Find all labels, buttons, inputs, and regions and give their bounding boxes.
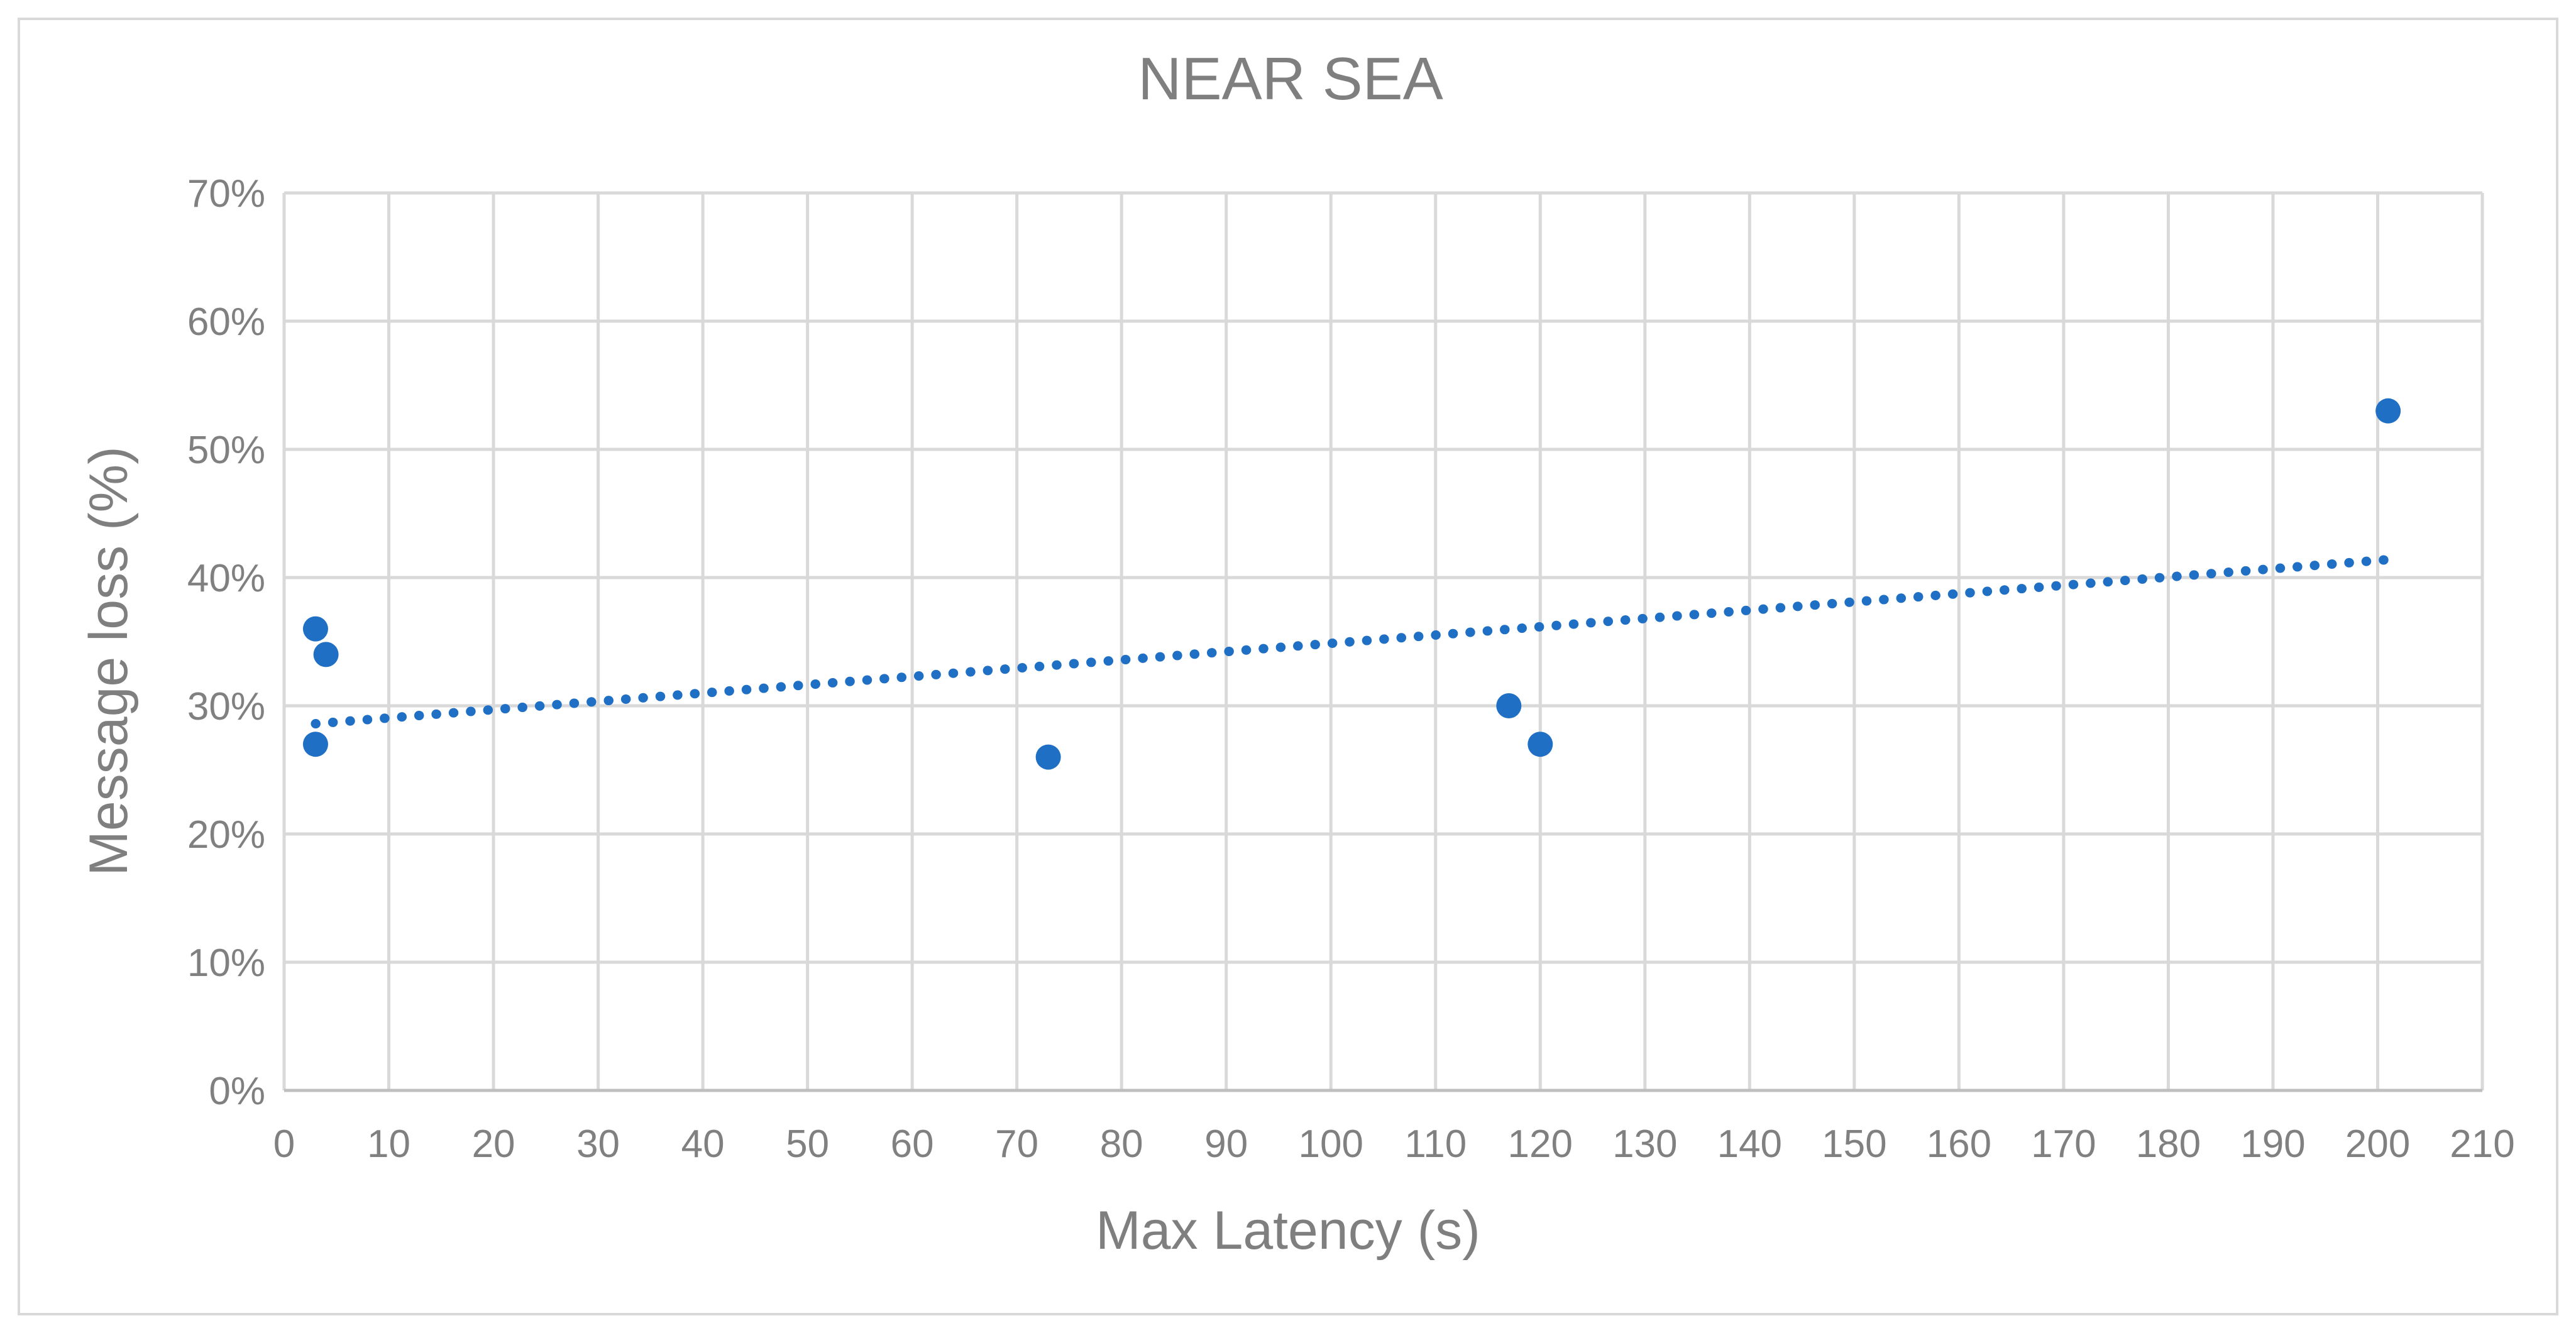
y-tick-label: 30% xyxy=(187,685,265,728)
x-tick-label: 90 xyxy=(1204,1122,1248,1166)
scatter-chart: NEAR SEA 0% 10% 20% 30% 40% 50% 60% 70% 0 10 20 30… xyxy=(79,45,2515,1261)
x-tick-label: 180 xyxy=(2136,1122,2201,1166)
x-tick-label: 190 xyxy=(2240,1122,2305,1166)
y-tick-label: 40% xyxy=(187,557,265,600)
x-tick-label: 0 xyxy=(273,1122,295,1166)
y-tick-label: 60% xyxy=(187,300,265,344)
x-tick-label: 110 xyxy=(1404,1122,1467,1166)
x-tick-label: 80 xyxy=(1100,1122,1143,1166)
x-tick-label: 10 xyxy=(367,1122,410,1166)
x-tick-label: 170 xyxy=(2031,1122,2096,1166)
chart-title: NEAR SEA xyxy=(1138,45,1443,112)
data-point xyxy=(2375,398,2401,424)
trendline-line xyxy=(311,554,2393,729)
chart-frame: NEAR SEA 0% 10% 20% 30% 40% 50% 60% 70% 0 10 20 30… xyxy=(18,18,2558,1315)
x-tick-label: 70 xyxy=(995,1122,1038,1166)
x-tick-label: 40 xyxy=(681,1122,725,1166)
data-point xyxy=(313,642,339,667)
x-tick-label: 120 xyxy=(1508,1122,1573,1166)
data-point xyxy=(1496,693,1522,718)
y-tick-label: 20% xyxy=(187,813,265,857)
x-tick-label: 60 xyxy=(891,1122,934,1166)
x-tick-label: 100 xyxy=(1299,1122,1363,1166)
x-tick-label: 130 xyxy=(1612,1122,1677,1166)
x-tick-label: 150 xyxy=(1822,1122,1886,1166)
y-tick-label: 50% xyxy=(187,429,265,472)
x-tick-label: 30 xyxy=(576,1122,620,1166)
y-tick-label: 0% xyxy=(209,1070,265,1113)
y-tick-label: 70% xyxy=(187,172,265,216)
data-point xyxy=(302,732,328,757)
data-point xyxy=(1527,732,1553,757)
x-tick-label: 20 xyxy=(472,1122,515,1166)
y-axis-title: Message loss (%) xyxy=(79,446,139,875)
x-tick-label: 200 xyxy=(2345,1122,2410,1166)
data-points xyxy=(302,398,2401,770)
x-axis-title: Max Latency (s) xyxy=(1096,1200,1480,1261)
data-point xyxy=(302,616,328,642)
trendline xyxy=(311,554,2393,729)
x-tick-labels: 0 10 20 30 40 50 60 70 80 90 100 110 120 130 140 150 160… xyxy=(273,1122,2515,1166)
x-tick-label: 50 xyxy=(786,1122,829,1166)
x-tick-label: 160 xyxy=(1927,1122,1991,1166)
x-tick-label: 210 xyxy=(2450,1122,2514,1166)
x-tick-label: 140 xyxy=(1717,1122,1782,1166)
data-point xyxy=(1035,744,1061,770)
y-tick-labels: 0% 10% 20% 30% 40% 50% 60% 70% xyxy=(187,172,265,1113)
y-tick-label: 10% xyxy=(187,941,265,985)
